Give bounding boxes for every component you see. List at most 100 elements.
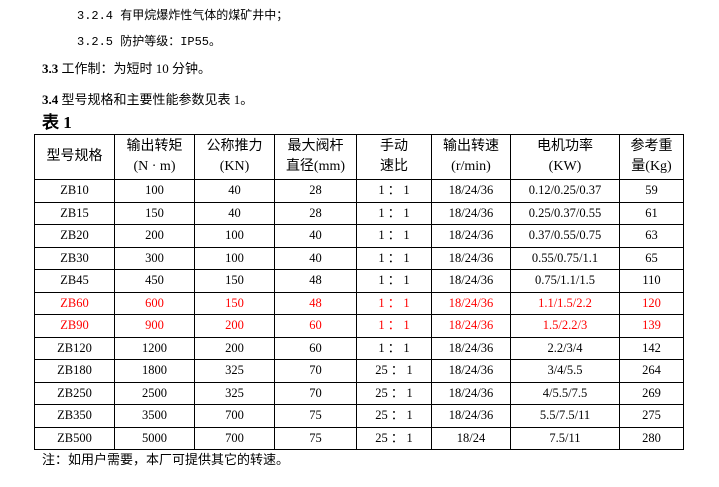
table-cell: 1 ： 1 (356, 291, 432, 315)
table-cell: 65 (619, 246, 684, 270)
table-cell: 25 ： 1 (356, 426, 432, 450)
table-cell: 59 (619, 179, 684, 203)
table-cell: 7.5/11 (510, 426, 620, 450)
section-number: 3.4 (42, 92, 59, 107)
table-cell: ZB10 (34, 179, 115, 203)
table-cell: ZB350 (34, 404, 115, 428)
table-cell: 1200 (114, 336, 195, 360)
table-row: ZB500 5000 700 75 25 ： 1 18/24 7.5/11 280 (34, 426, 684, 450)
table-cell: 70 (274, 359, 357, 383)
table-row: ZB15 150 40 28 1 ： 1 18/24/36 0.25/0.37/0.55 61 (34, 201, 684, 225)
table-cell: ZB30 (34, 246, 115, 270)
table-cell: 1 ： 1 (356, 336, 432, 360)
header-line: 参考重 (630, 139, 673, 154)
table-cell: 150 (114, 201, 195, 225)
table-cell: 325 (194, 381, 275, 405)
table-cell: 48 (274, 269, 357, 293)
table-cell: 2.2/3/4 (510, 336, 620, 360)
table-row: ZB350 3500 700 75 25 ： 1 18/24/36 5.5/7.5/11 27… (34, 404, 684, 428)
table-cell: 1800 (114, 359, 195, 383)
table-cell: 28 (274, 179, 357, 203)
table-cell: 900 (114, 314, 195, 338)
table-cell: ZB90 (34, 314, 115, 338)
header-line: 最大阀杆 (287, 139, 344, 154)
table-row: ZB250 2500 325 70 25 ： 1 18/24/36 4/5.5/7.5 269 (34, 381, 684, 405)
table-cell: 200 (114, 224, 195, 248)
table-cell: 1 ： 1 (356, 224, 432, 248)
table-cell: 28 (274, 201, 357, 225)
table-cell: 18/24/36 (431, 359, 511, 383)
table-cell: 18/24/36 (431, 314, 511, 338)
table-cell: 139 (619, 314, 684, 338)
table-cell: 40 (274, 246, 357, 270)
table-cell: 150 (194, 291, 275, 315)
table-header-row: 型号规格 输出转矩 (N · m) 公称推力 (KN) 最大阀杆 直径(mm) 手动 速比 输出转… (34, 134, 684, 180)
table-cell: ZB20 (34, 224, 115, 248)
header-unit: (KW) (548, 159, 582, 174)
table-cell: 63 (619, 224, 684, 248)
table-cell: 700 (194, 426, 275, 450)
table-cell: ZB180 (34, 359, 115, 383)
table-row: ZB60 600 150 48 1 ： 1 18/24/36 1.1/1.5/2.2 120 (34, 291, 684, 315)
table-cell: 18/24/36 (431, 381, 511, 405)
table-cell: ZB250 (34, 381, 115, 405)
table-cell: 275 (619, 404, 684, 428)
table-cell: ZB45 (34, 269, 115, 293)
table-row: ZB90 900 200 60 1 ： 1 18/24/36 1.5/2.2/3 139 (34, 314, 684, 338)
header-unit: 量(Kg) (631, 159, 672, 174)
paragraph-3-4: 3.4 型号规格和主要性能参数见表 1。 (42, 92, 253, 108)
table-cell: 25 ： 1 (356, 381, 432, 405)
table-cell: 40 (194, 201, 275, 225)
header-unit: 速比 (380, 159, 408, 174)
table-cell: 700 (194, 404, 275, 428)
table-caption: 表 1 (42, 113, 72, 132)
table-container: 型号规格 输出转矩 (N · m) 公称推力 (KN) 最大阀杆 直径(mm) 手动 速比 输出转… (34, 134, 684, 468)
header-line: 型号规格 (46, 149, 103, 164)
table-cell: 5000 (114, 426, 195, 450)
header-line: 公称推力 (206, 139, 263, 154)
table-row: ZB120 1200 200 60 1 ： 1 18/24/36 2.2/3/4 142 (34, 336, 684, 360)
section-number: 3.3 (42, 61, 59, 76)
table-cell: 40 (194, 179, 275, 203)
table-cell: 110 (619, 269, 684, 293)
table-row: ZB20 200 100 40 1 ： 1 18/24/36 0.37/0.55/0.75 6… (34, 224, 684, 248)
column-header: 手动 速比 (356, 134, 432, 180)
section-text: 型号规格和主要性能参数见表 1。 (58, 92, 254, 107)
table-cell: 5.5/7.5/11 (510, 404, 620, 428)
table-cell: ZB120 (34, 336, 115, 360)
table-row: ZB180 1800 325 70 25 ： 1 18/24/36 3/4/5.5 264 (34, 359, 684, 383)
table-cell: 3/4/5.5 (510, 359, 620, 383)
header-line: 电机功率 (537, 139, 593, 154)
table-cell: 61 (619, 201, 684, 225)
table-cell: 0.55/0.75/1.1 (510, 246, 620, 270)
table-cell: 60 (274, 314, 357, 338)
header-line: 输出转速 (443, 139, 499, 154)
table-cell: 18/24/36 (431, 269, 511, 293)
table-cell: 1 ： 1 (356, 246, 432, 270)
table-cell: 600 (114, 291, 195, 315)
column-header: 公称推力 (KN) (194, 134, 275, 180)
table-cell: 48 (274, 291, 357, 315)
table-cell: 0.25/0.37/0.55 (510, 201, 620, 225)
table-cell: 1 ： 1 (356, 269, 432, 293)
table-cell: 450 (114, 269, 195, 293)
table-cell: 269 (619, 381, 684, 405)
table-cell: 25 ： 1 (356, 404, 432, 428)
table-cell: 18/24/36 (431, 224, 511, 248)
table-cell: 120 (619, 291, 684, 315)
table-cell: 100 (114, 179, 195, 203)
column-header: 输出转矩 (N · m) (114, 134, 195, 180)
table-cell: 1 ： 1 (356, 201, 432, 225)
column-header: 输出转速 (r/min) (431, 134, 511, 180)
table-cell: 200 (194, 336, 275, 360)
table-cell: 200 (194, 314, 275, 338)
paragraph-3-2-5: 3.2.5 防护等级：IP55。 (77, 35, 222, 49)
table-cell: 150 (194, 269, 275, 293)
paragraph-3-3: 3.3 工作制：为短时 10 分钟。 (42, 61, 211, 77)
table-cell: 18/24/36 (431, 404, 511, 428)
table-cell: 75 (274, 404, 357, 428)
table-cell: 25 ： 1 (356, 359, 432, 383)
table-cell: ZB15 (34, 201, 115, 225)
table-cell: 18/24 (431, 426, 511, 450)
header-line: 输出转矩 (126, 139, 183, 154)
